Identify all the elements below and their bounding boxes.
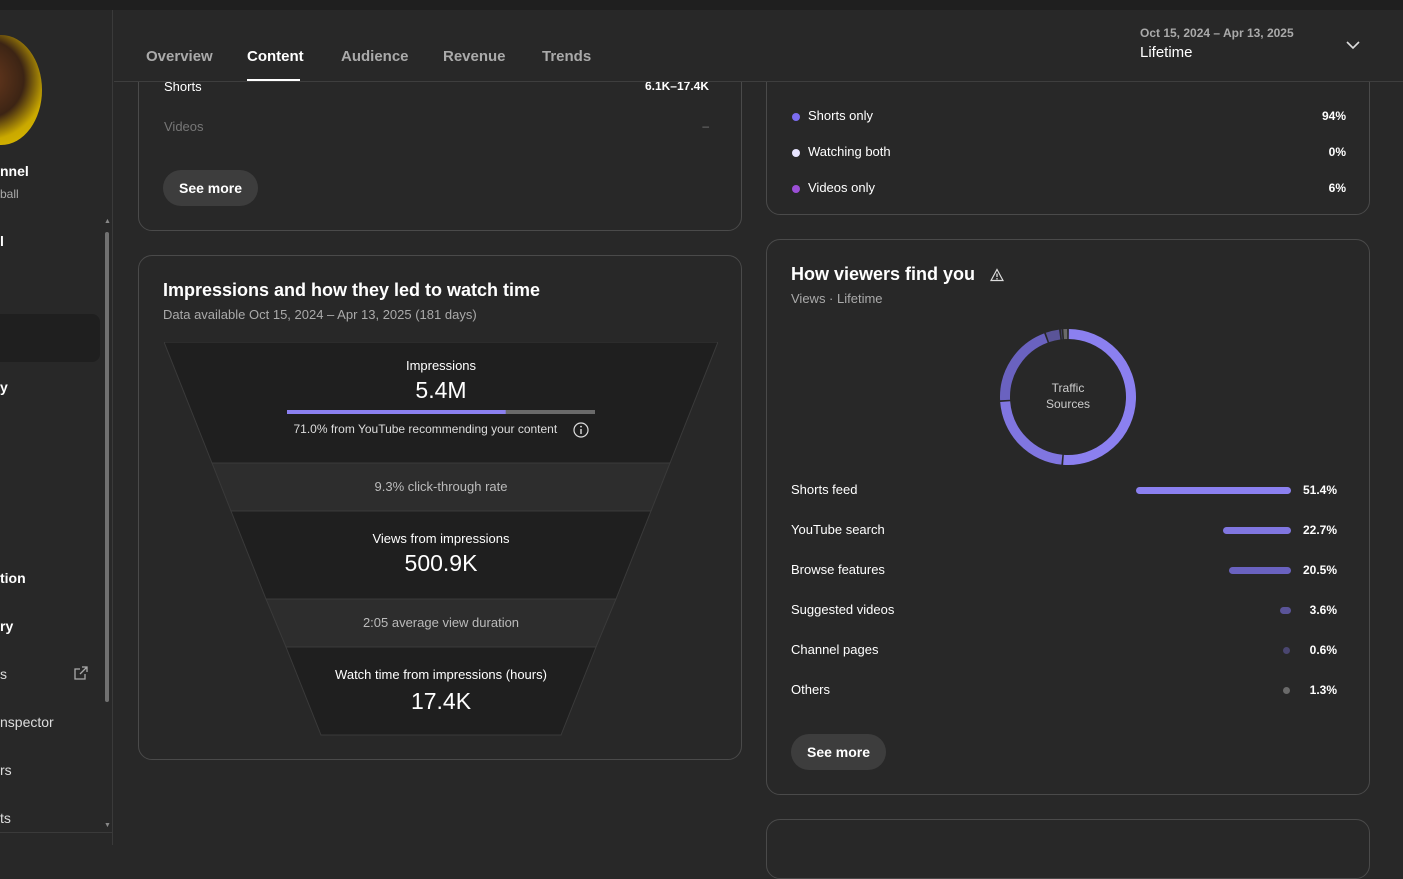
impressions-label: Impressions: [164, 358, 718, 373]
recommend-text-wrap: 71.0% from YouTube recommending your con…: [164, 422, 718, 438]
legend-dot-videos-only: [792, 185, 800, 193]
legend-dot-watching-both: [792, 149, 800, 157]
sidebar-item-customization[interactable]: tion: [0, 570, 26, 586]
see-more-button[interactable]: See more: [163, 170, 258, 206]
date-range-label[interactable]: Lifetime: [1140, 44, 1193, 61]
traffic-source-label: Browse features: [791, 562, 885, 577]
donut-center-label: Traffic Sources: [998, 380, 1138, 412]
card-title: Impressions and how they led to watch ti…: [163, 280, 540, 301]
donut-label-line-1: Traffic: [998, 380, 1138, 396]
traffic-card-title: How viewers find you: [791, 264, 975, 284]
date-range-text[interactable]: Oct 15, 2024 – Apr 13, 2025: [1140, 26, 1294, 40]
tab-trends[interactable]: Trends: [542, 48, 591, 65]
legend-dot-shorts-only: [792, 113, 800, 121]
recommend-bar-fill: [287, 410, 506, 414]
channel-subtitle: ball: [0, 187, 19, 201]
chevron-down-icon[interactable]: [1346, 40, 1360, 50]
impressions-value: 5.4M: [164, 377, 718, 404]
views-value: 500.9K: [164, 550, 718, 577]
analytics-tab-bar: Overview Content Audience Revenue Trends…: [114, 10, 1403, 82]
traffic-source-label: Others: [791, 682, 830, 697]
impressions-funnel: Impressions 5.4M 71.0% from YouTube reco…: [164, 342, 718, 736]
traffic-source-value: 0.6%: [1287, 643, 1337, 657]
scroll-down-arrow-icon[interactable]: ▼: [104, 822, 111, 829]
watch-time-value: 17.4K: [164, 688, 718, 715]
top-strip: [0, 0, 1403, 10]
traffic-source-value: 3.6%: [1287, 603, 1337, 617]
card-title: How viewers find you: [791, 264, 1004, 285]
scrollbar-thumb[interactable]: [105, 232, 109, 702]
see-more-button[interactable]: See more: [791, 734, 886, 770]
row-label-shorts-only: Shorts only: [808, 108, 873, 123]
sidebar-item-community[interactable]: y: [0, 379, 8, 395]
sidebar-item-external-link[interactable]: s: [0, 666, 7, 682]
traffic-source-label: Channel pages: [791, 642, 878, 657]
traffic-source-value: 20.5%: [1287, 563, 1337, 577]
channel-name: nnel: [0, 163, 29, 179]
traffic-source-label: YouTube search: [791, 522, 885, 537]
warning-icon[interactable]: [990, 268, 1004, 282]
external-link-icon[interactable]: [74, 666, 88, 680]
donut-label-line-2: Sources: [998, 396, 1138, 412]
active-tab-indicator: [247, 79, 300, 81]
traffic-source-value: 22.7%: [1287, 523, 1337, 537]
row-value-videos: –: [589, 119, 709, 133]
traffic-sources-card: How viewers find you Views · Lifetime Tr…: [766, 239, 1370, 795]
avg-duration-text: 2:05 average view duration: [164, 615, 718, 630]
next-card-partial: [766, 819, 1370, 879]
sidebar-item-settings[interactable]: ts: [0, 810, 11, 826]
avatar[interactable]: [0, 35, 42, 145]
card-subtitle: Data available Oct 15, 2024 – Apr 13, 20…: [163, 307, 477, 322]
watch-time-label: Watch time from impressions (hours): [164, 667, 718, 682]
row-label-videos-only: Videos only: [808, 180, 875, 195]
sidebar: nnel ball l y tion ry s nspector rs ts ▲…: [0, 10, 113, 845]
traffic-source-label: Shorts feed: [791, 482, 858, 497]
row-value-shorts-only: 94%: [1247, 109, 1346, 123]
recommend-text: 71.0% from YouTube recommending your con…: [293, 422, 557, 436]
donut-slice[interactable]: [1047, 335, 1059, 338]
tab-audience[interactable]: Audience: [341, 48, 409, 65]
sidebar-divider: [0, 832, 113, 833]
sidebar-item-analytics-selected[interactable]: [0, 314, 100, 362]
sidebar-item-audio-library[interactable]: ry: [0, 618, 13, 634]
sidebar-item-dashboard[interactable]: l: [0, 233, 4, 249]
traffic-source-value: 51.4%: [1287, 483, 1337, 497]
info-icon[interactable]: [573, 422, 589, 438]
sidebar-item-inspector[interactable]: nspector: [0, 714, 54, 730]
tab-overview[interactable]: Overview: [146, 48, 213, 65]
row-value-watching-both: 0%: [1247, 145, 1346, 159]
views-label: Views from impressions: [164, 531, 718, 546]
traffic-source-bar: [1229, 567, 1291, 574]
row-label-videos: Videos: [164, 119, 204, 134]
traffic-card-subtitle: Views · Lifetime: [791, 291, 883, 306]
tab-content[interactable]: Content: [247, 48, 304, 65]
traffic-source-value: 1.3%: [1287, 683, 1337, 697]
traffic-source-bar: [1223, 527, 1291, 534]
row-label-watching-both: Watching both: [808, 144, 891, 159]
traffic-source-bar: [1136, 487, 1291, 494]
row-value-videos-only: 6%: [1247, 181, 1346, 195]
impressions-funnel-card: Impressions and how they led to watch ti…: [138, 255, 742, 760]
tab-revenue[interactable]: Revenue: [443, 48, 506, 65]
ctr-text: 9.3% click-through rate: [164, 479, 718, 494]
traffic-source-label: Suggested videos: [791, 602, 894, 617]
sidebar-item-creators[interactable]: rs: [0, 762, 12, 778]
